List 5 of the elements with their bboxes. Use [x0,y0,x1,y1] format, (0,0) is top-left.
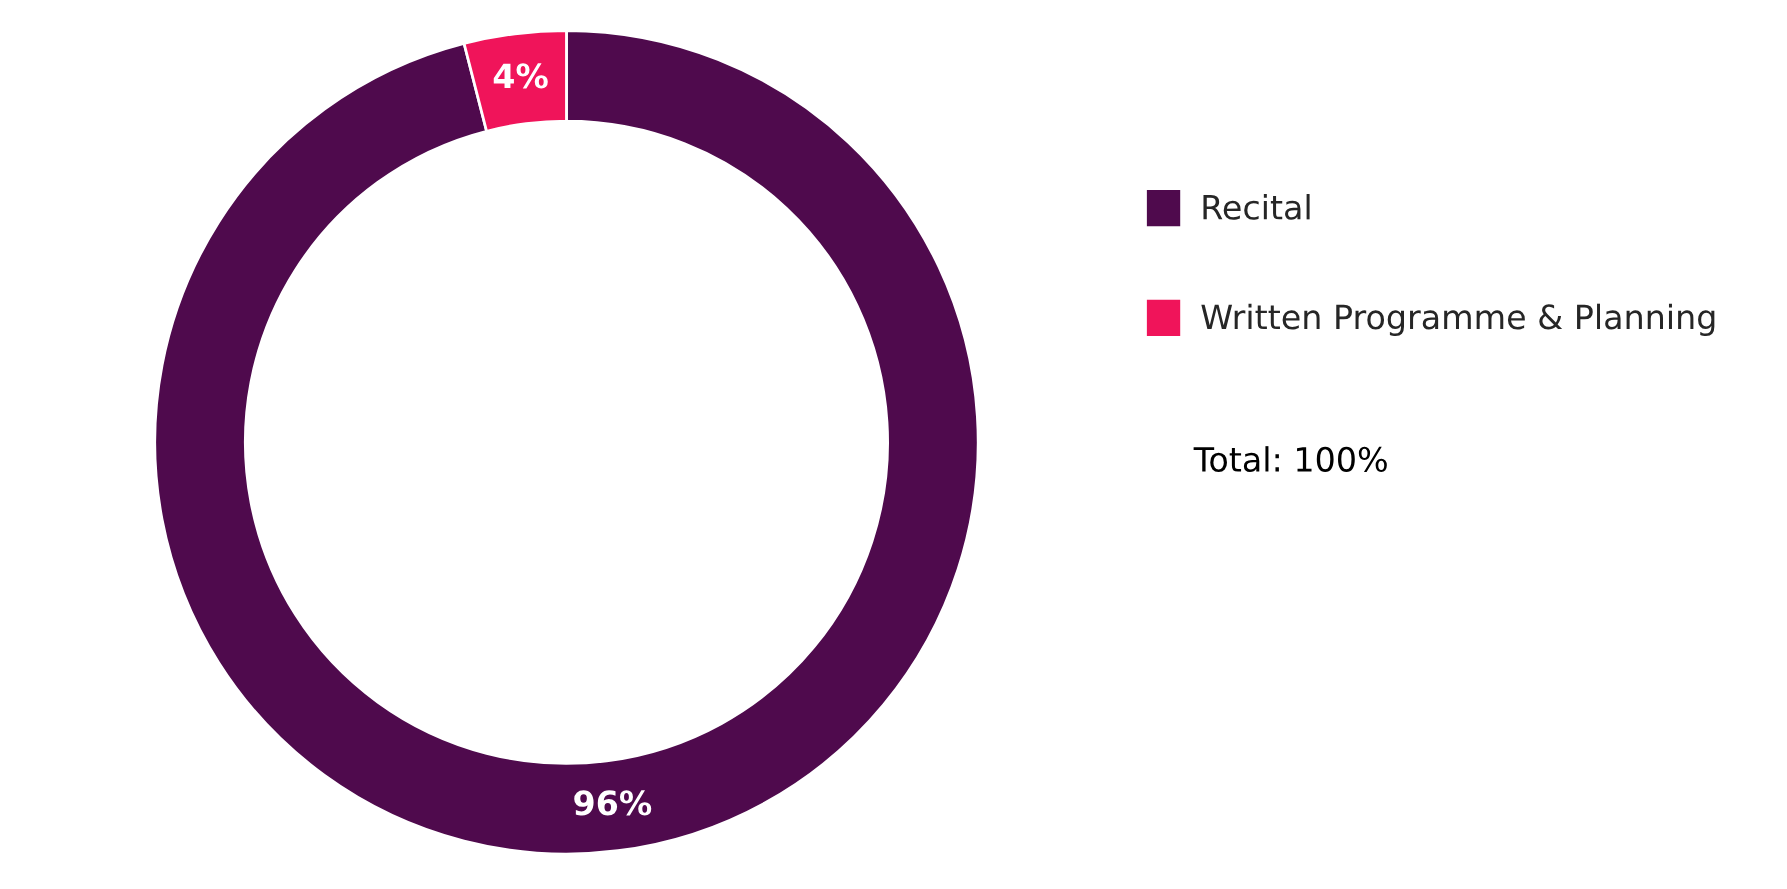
legend-label: Recital [1203,194,1310,220]
data-label: 96% [574,790,652,816]
data-label: 4% [493,63,548,89]
text: Total: 100% [1193,446,1387,472]
legend-label: Written Programme & Planning [1201,303,1715,336]
